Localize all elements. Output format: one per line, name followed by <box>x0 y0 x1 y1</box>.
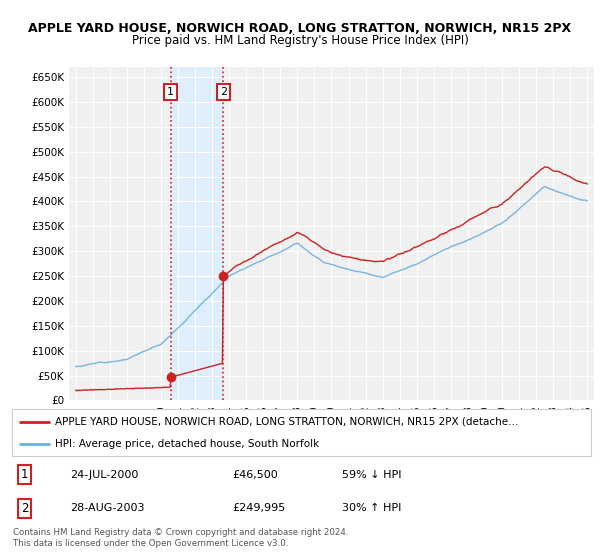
Text: £46,500: £46,500 <box>232 470 278 480</box>
Text: £249,995: £249,995 <box>232 503 285 513</box>
Text: APPLE YARD HOUSE, NORWICH ROAD, LONG STRATTON, NORWICH, NR15 2PX: APPLE YARD HOUSE, NORWICH ROAD, LONG STR… <box>28 22 572 35</box>
Text: 30% ↑ HPI: 30% ↑ HPI <box>342 503 401 513</box>
Text: 28-AUG-2003: 28-AUG-2003 <box>70 503 145 513</box>
Text: APPLE YARD HOUSE, NORWICH ROAD, LONG STRATTON, NORWICH, NR15 2PX (detache…: APPLE YARD HOUSE, NORWICH ROAD, LONG STR… <box>55 417 519 427</box>
Text: 2: 2 <box>220 87 227 97</box>
Text: 2: 2 <box>21 502 28 515</box>
Bar <box>170 67 223 400</box>
Text: HPI: Average price, detached house, South Norfolk: HPI: Average price, detached house, Sout… <box>55 438 320 449</box>
Text: 1: 1 <box>21 468 28 481</box>
Text: Price paid vs. HM Land Registry's House Price Index (HPI): Price paid vs. HM Land Registry's House … <box>131 34 469 46</box>
Text: 24-JUL-2000: 24-JUL-2000 <box>70 470 138 480</box>
Text: Contains HM Land Registry data © Crown copyright and database right 2024.
This d: Contains HM Land Registry data © Crown c… <box>13 528 349 548</box>
Text: 1: 1 <box>167 87 174 97</box>
Text: 59% ↓ HPI: 59% ↓ HPI <box>342 470 401 480</box>
